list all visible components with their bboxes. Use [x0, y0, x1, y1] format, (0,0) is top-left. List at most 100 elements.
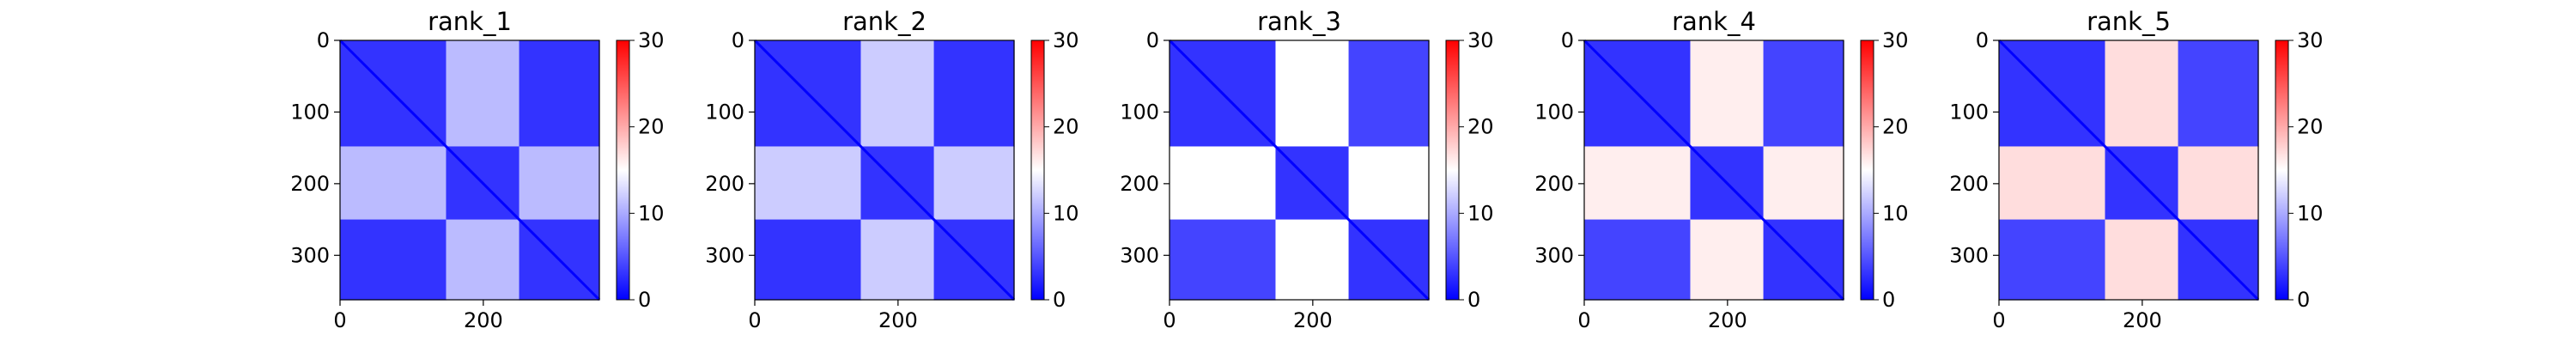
- x-tick-label: 0: [1992, 308, 2005, 332]
- panel-title: rank_5: [2087, 7, 2171, 36]
- heatmap-block: [2105, 40, 2179, 148]
- colorbar-tick-label: 30: [1467, 28, 1494, 52]
- y-tick-label: 0: [1561, 28, 1574, 52]
- heatmap-block: [1275, 40, 1350, 148]
- y-tick-label: 200: [290, 172, 330, 196]
- y-tick-label: 200: [1949, 172, 1989, 196]
- y-tick-label: 300: [1534, 243, 1574, 267]
- heatmap-panel-1: rank_1 0 200 0 100 200 300 0 10 20 30: [290, 7, 664, 332]
- colorbar-tick-label: 0: [1053, 288, 1066, 312]
- colorbar-frame: [1445, 40, 1460, 301]
- y-tick-label: 0: [1146, 28, 1159, 52]
- colorbar-tick-label: 20: [638, 115, 665, 139]
- heatmap-block: [933, 40, 1015, 148]
- heatmap-block: [1999, 219, 2106, 301]
- heatmap-block: [1690, 40, 1765, 148]
- colorbar-tick-label: 0: [2297, 288, 2310, 312]
- heatmap-diagonal: [1997, 39, 2260, 301]
- heatmap-block: [2105, 219, 2179, 301]
- axes-frame: [1998, 40, 2259, 301]
- heatmap-diagonal: [338, 39, 601, 301]
- heatmap-block: [2178, 40, 2259, 148]
- x-tick-label: 0: [748, 308, 761, 332]
- axes-frame: [1169, 40, 1430, 301]
- x-tick-label: 200: [878, 308, 918, 332]
- colorbar-tick-label: 30: [1882, 28, 1909, 52]
- colorbar-tick-label: 30: [638, 28, 665, 52]
- heatmap-block: [860, 40, 935, 148]
- heatmap-block: [755, 146, 862, 221]
- panel-title: rank_2: [842, 7, 927, 36]
- colorbar-tick-label: 10: [2297, 201, 2324, 225]
- x-tick-label: 0: [1577, 308, 1590, 332]
- heatmap-panel-2: rank_2 0 200 0 100 200 300 0 10 20 30: [705, 7, 1078, 332]
- colorbar-tick-label: 30: [1053, 28, 1079, 52]
- heatmap-block: [340, 146, 447, 221]
- heatmap-block: [519, 40, 600, 148]
- heatmap-block: [1275, 219, 1350, 301]
- x-tick-label: 200: [1293, 308, 1333, 332]
- colorbar-tick-label: 10: [1882, 201, 1909, 225]
- heatmap-block: [1584, 219, 1692, 301]
- heatmap-block: [1763, 146, 1844, 221]
- colorbar: [617, 40, 629, 300]
- heatmap-block: [446, 219, 520, 301]
- heatmap-panel-3: rank_3 0 200 0 100 200 300 0 10 20 30: [1120, 7, 1493, 332]
- y-tick-label: 200: [1534, 172, 1574, 196]
- heatmap-block: [1690, 219, 1765, 301]
- heatmap-block: [755, 219, 862, 301]
- y-tick-label: 0: [317, 28, 330, 52]
- y-tick-label: 300: [290, 243, 330, 267]
- panel-title: rank_1: [428, 7, 512, 36]
- panel-title: rank_3: [1257, 7, 1341, 36]
- colorbar: [2275, 40, 2288, 300]
- colorbar-tick-label: 20: [1882, 115, 1909, 139]
- y-tick-label: 300: [1120, 243, 1159, 267]
- colorbar-tick-label: 10: [1467, 201, 1494, 225]
- colorbar-tick-label: 10: [638, 201, 665, 225]
- colorbar-tick-label: 0: [1467, 288, 1480, 312]
- y-tick-label: 100: [1949, 100, 1989, 124]
- y-tick-label: 0: [1976, 28, 1989, 52]
- x-tick-label: 200: [2123, 308, 2162, 332]
- colorbar-tick-label: 20: [2297, 115, 2324, 139]
- x-tick-label: 200: [464, 308, 503, 332]
- heatmap-diagonal: [1583, 39, 1845, 301]
- heatmap-block: [1999, 146, 2106, 221]
- y-tick-label: 300: [1949, 243, 1989, 267]
- x-tick-label: 0: [333, 308, 346, 332]
- axes-frame: [1583, 40, 1844, 301]
- panel-title: rank_4: [1672, 7, 1756, 36]
- colorbar: [1031, 40, 1044, 300]
- heatmap-block: [860, 219, 935, 301]
- heatmap-block: [1348, 146, 1430, 221]
- heatmap-block: [519, 146, 600, 221]
- colorbar-tick-label: 30: [2297, 28, 2324, 52]
- y-tick-label: 300: [705, 243, 744, 267]
- y-tick-label: 200: [1120, 172, 1159, 196]
- y-tick-label: 100: [290, 100, 330, 124]
- y-tick-label: 100: [705, 100, 744, 124]
- x-tick-label: 200: [1708, 308, 1747, 332]
- colorbar-tick-label: 20: [1053, 115, 1079, 139]
- axes-frame: [339, 40, 600, 301]
- heatmap-block: [340, 219, 447, 301]
- y-tick-label: 100: [1120, 100, 1159, 124]
- heatmap-panel-4: rank_4 0 200 0 100 200 300 0 10 20 30: [1534, 7, 1908, 332]
- colorbar-tick-label: 0: [1882, 288, 1895, 312]
- y-tick-label: 100: [1534, 100, 1574, 124]
- heatmap-block: [1348, 40, 1430, 148]
- colorbar-tick-label: 0: [638, 288, 651, 312]
- heatmap-diagonal: [1168, 39, 1431, 301]
- heatmap-diagonal: [753, 39, 1016, 301]
- heatmap-block: [1584, 146, 1692, 221]
- x-tick-label: 0: [1163, 308, 1176, 332]
- axes-frame: [754, 40, 1015, 301]
- colorbar-frame: [1030, 40, 1045, 301]
- colorbar-frame: [1860, 40, 1874, 301]
- colorbar-tick-label: 20: [1467, 115, 1494, 139]
- y-tick-label: 200: [705, 172, 744, 196]
- y-tick-label: 0: [732, 28, 744, 52]
